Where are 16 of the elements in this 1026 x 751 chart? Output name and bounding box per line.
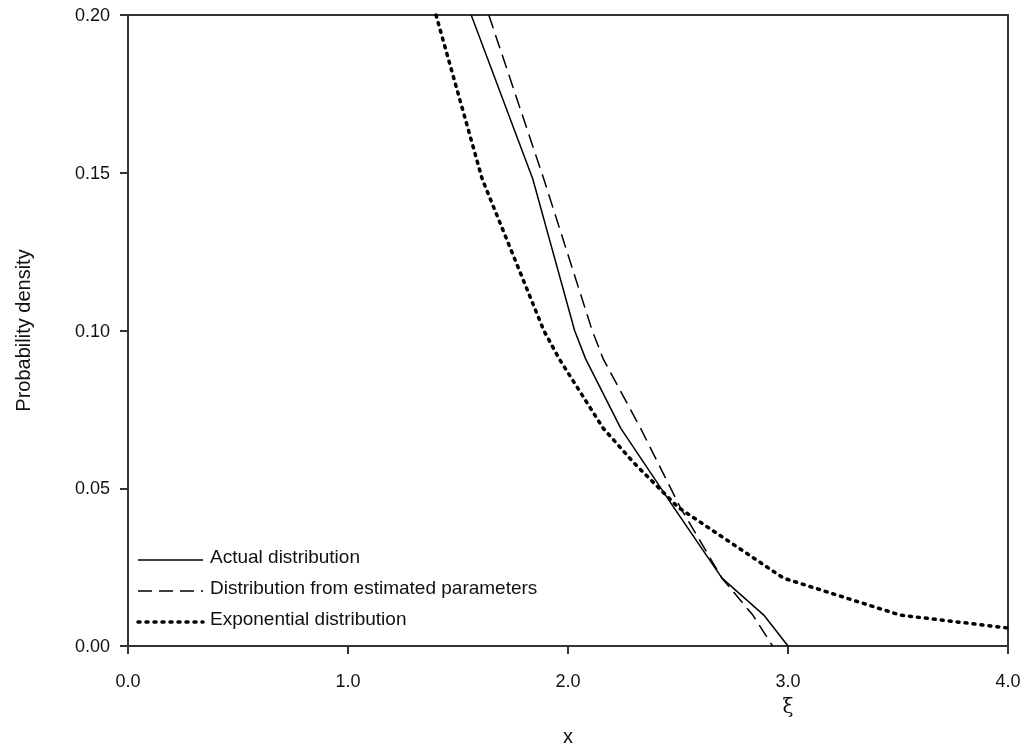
x-tick-label: 3.0 xyxy=(775,671,801,691)
y-tick-label: 0.10 xyxy=(74,320,110,341)
legend-label: Actual distribution xyxy=(210,546,360,567)
annotation: ξ xyxy=(782,694,794,718)
x-axis-title: x xyxy=(563,725,573,747)
x-tick-label: 0.0 xyxy=(115,671,141,691)
x-tick-label: 1.0 xyxy=(335,671,361,691)
y-tick-label: 0.05 xyxy=(74,478,110,499)
y-tick-label: 0.15 xyxy=(74,162,110,183)
y-tick-label: 0.00 xyxy=(74,636,110,656)
x-tick-label: 4.0 xyxy=(995,671,1021,691)
y-axis-title: Probability density xyxy=(12,249,34,412)
legend-label: Exponential distribution xyxy=(210,608,407,629)
x-tick-label: 2.0 xyxy=(555,671,581,691)
legend-label: Distribution from estimated parameters xyxy=(210,577,538,598)
y-tick-label: 0.20 xyxy=(74,5,110,25)
